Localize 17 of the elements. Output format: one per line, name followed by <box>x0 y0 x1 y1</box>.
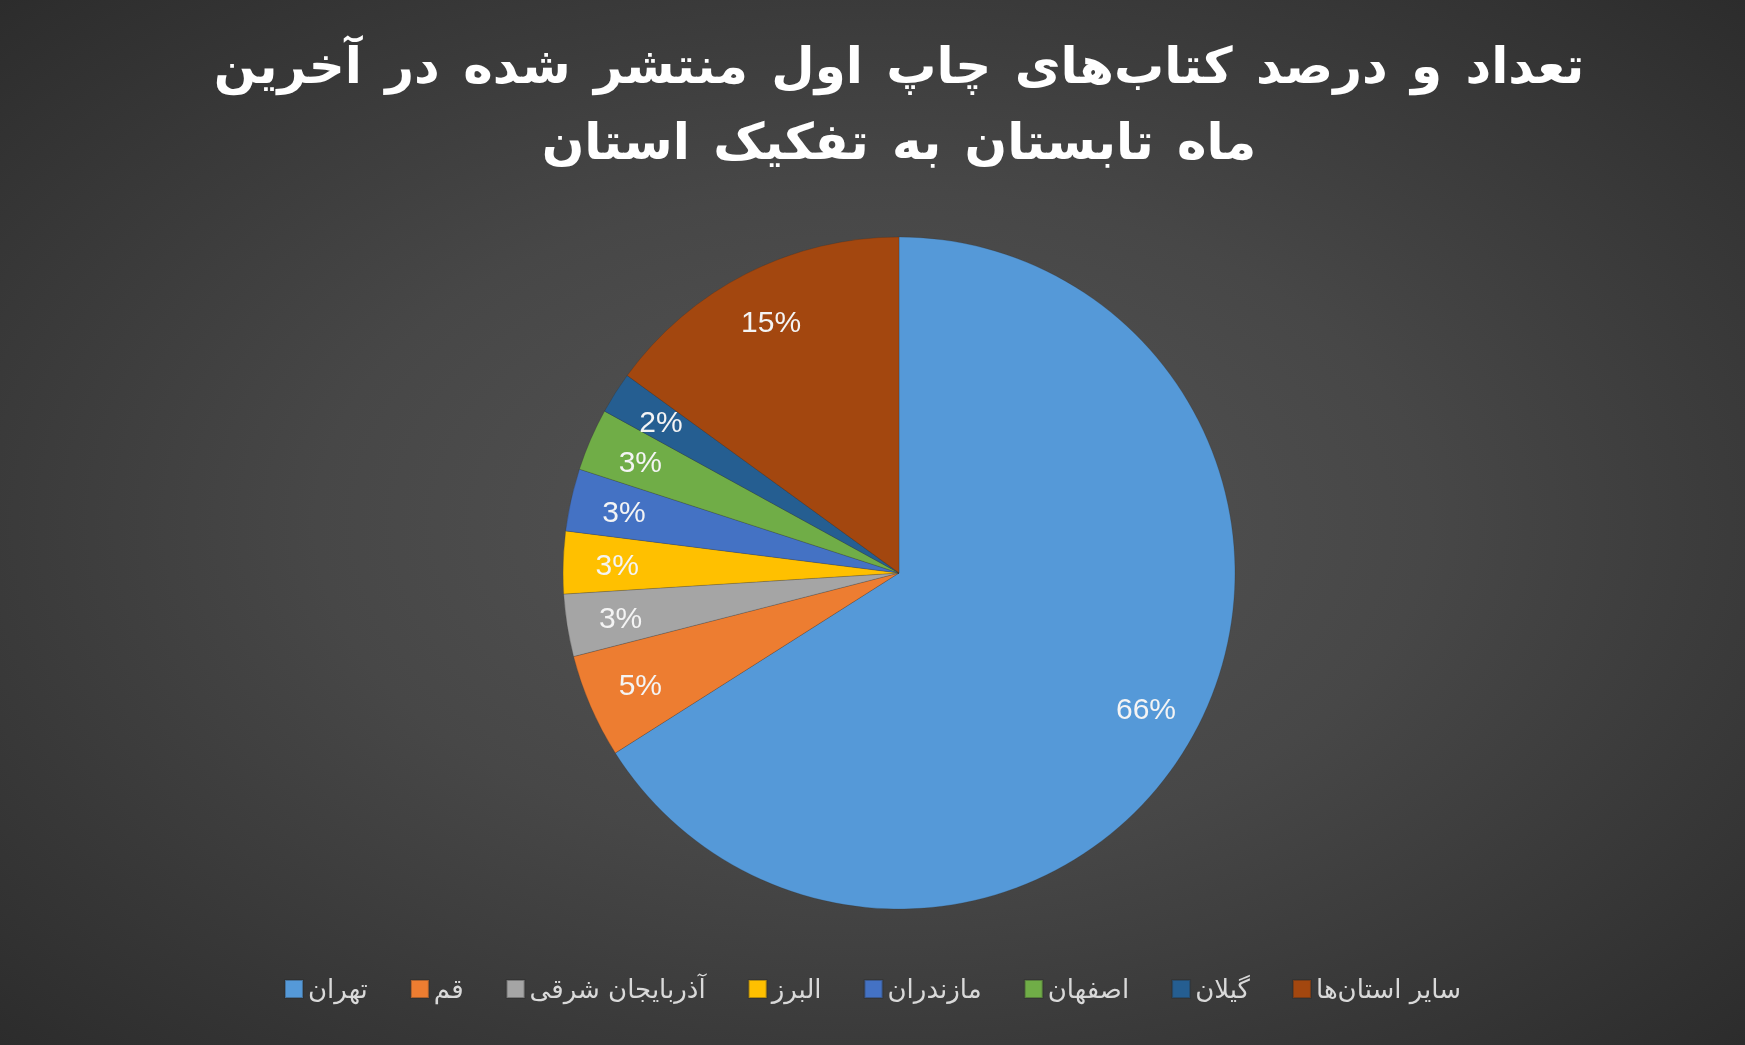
legend-label: سایر استان‌ها <box>1315 974 1462 1005</box>
chart-title: تعداد و درصد کتاب‌های چاپ اول منتشر شده در آخرین ماه تابستان به تفکیک استان <box>212 34 1586 173</box>
data-label: 66% <box>1115 692 1177 726</box>
legend-label: مازندران <box>887 974 982 1004</box>
data-label: 3% <box>602 495 646 529</box>
legend-label: تهران <box>307 974 368 1005</box>
legend-label: اصفهان <box>1047 974 1130 1005</box>
data-label: 15% <box>741 305 802 339</box>
legend-label: آذربایجان شرقی <box>529 973 708 1005</box>
data-label: 2% <box>639 405 683 439</box>
data-label: 5% <box>618 668 662 702</box>
data-label: 3% <box>595 547 639 581</box>
legend-label: قم <box>433 974 464 1005</box>
legend-label: البرز <box>769 974 822 1005</box>
legend-label: گیلان <box>1195 974 1251 1004</box>
data-label: 3% <box>618 444 662 478</box>
data-label: 3% <box>598 600 643 634</box>
